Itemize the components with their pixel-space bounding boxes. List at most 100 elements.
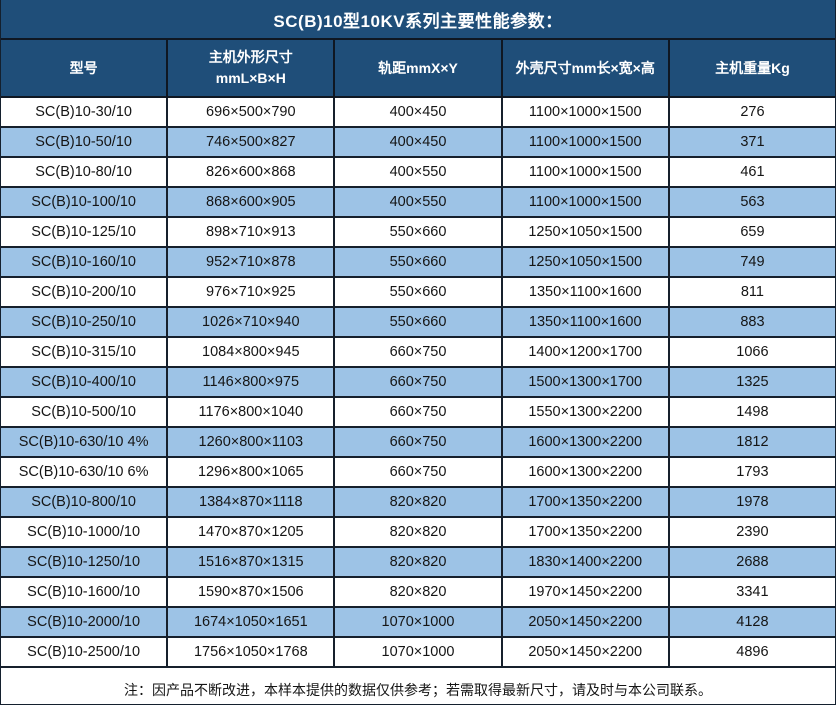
- cell-main-unit-dimensions: 746×500×827: [168, 128, 336, 156]
- cell-weight: 1498: [736, 404, 769, 420]
- cell-main-unit-dimensions: 1296×800×1065: [168, 458, 336, 486]
- cell-model: SC(B)10-1600/10: [1, 578, 169, 606]
- cell-rail-gauge: 400×550: [335, 158, 503, 186]
- table-row: SC(B)10-250/10 1026×710×940 550×660 1350×11…: [1, 308, 835, 338]
- cell-model: SC(B)10-160/10: [1, 248, 169, 276]
- cell-shell-dimensions: 1600×1300×2200: [503, 428, 670, 456]
- cell-rail-gauge: 550×660: [335, 248, 503, 276]
- cell-model: SC(B)10-1000/10: [1, 518, 169, 546]
- cell-main-unit-dimensions: 1756×1050×1768: [168, 638, 336, 666]
- cell-rail-gauge: 400×550: [335, 188, 503, 216]
- column-header-rail-gauge: 轨距mmX×Y: [335, 40, 503, 96]
- cell-model: SC(B)10-50/10: [1, 128, 169, 156]
- cell-shell-dimensions: 1400×1200×1700: [503, 338, 670, 366]
- cell-shell-dimensions: 1700×1350×2200: [503, 518, 670, 546]
- cell-weight: 883: [740, 314, 765, 330]
- cell-shell-dimensions: 1100×1000×1500: [503, 98, 670, 126]
- table-row: SC(B)10-500/10 1176×800×1040 660×750 1550×1…: [1, 398, 835, 428]
- cell-main-unit-dimensions: 1260×800×1103: [168, 428, 336, 456]
- cell-weight: 1812: [736, 434, 769, 450]
- table-row: SC(B)10-2500/10 1756×1050×1768 1070×1000 20…: [1, 638, 835, 668]
- cell-weight: 1978: [736, 494, 769, 510]
- cell-shell-dimensions: 1550×1300×2200: [503, 398, 670, 426]
- table-row: SC(B)10-200/10 976×710×925 550×660 1350×110…: [1, 278, 835, 308]
- cell-main-unit-dimensions: 976×710×925: [168, 278, 336, 306]
- column-header-shell-dimensions: 外壳尺寸mm长×宽×高: [503, 40, 670, 96]
- cell-shell-dimensions: 1100×1000×1500: [503, 188, 670, 216]
- column-header-model: 型号: [1, 40, 169, 96]
- cell-main-unit-dimensions: 898×710×913: [168, 218, 336, 246]
- cell-weight: 461: [740, 164, 765, 180]
- cell-shell-dimensions: 1500×1300×1700: [503, 368, 670, 396]
- cell-rail-gauge: 660×750: [335, 398, 503, 426]
- cell-main-unit-dimensions: 1176×800×1040: [168, 398, 336, 426]
- cell-main-unit-dimensions: 1590×870×1506: [168, 578, 336, 606]
- cell-model: SC(B)10-2000/10: [1, 608, 169, 636]
- cell-shell-dimensions: 1600×1300×2200: [503, 458, 670, 486]
- table-row: SC(B)10-1600/10 1590×870×1506 820×820 1970×…: [1, 578, 835, 608]
- cell-main-unit-dimensions: 868×600×905: [168, 188, 336, 216]
- cell-shell-dimensions: 1250×1050×1500: [503, 218, 670, 246]
- cell-rail-gauge: 550×660: [335, 278, 503, 306]
- cell-shell-dimensions: 1970×1450×2200: [503, 578, 670, 606]
- table-row: SC(B)10-2000/10 1674×1050×1651 1070×1000 20…: [1, 608, 835, 638]
- cell-shell-dimensions: 1700×1350×2200: [503, 488, 670, 516]
- cell-main-unit-dimensions: 1674×1050×1651: [168, 608, 336, 636]
- cell-shell-dimensions: 2050×1450×2200: [503, 608, 670, 636]
- cell-main-unit-dimensions: 1470×870×1205: [168, 518, 336, 546]
- cell-rail-gauge: 820×820: [335, 518, 503, 546]
- cell-weight: 563: [740, 194, 765, 210]
- cell-shell-dimensions: 1350×1100×1600: [503, 308, 670, 336]
- table-body: SC(B)10-30/10 696×500×790 400×450 1100×1000…: [1, 98, 835, 676]
- cell-model: SC(B)10-125/10: [1, 218, 169, 246]
- cell-weight: 749: [740, 254, 765, 270]
- footer-note: 注：因产品不断改进，本样本提供的数据仅供参考；若需取得最新尺寸，请及时与本公司联…: [1, 676, 835, 705]
- cell-weight: 1066: [736, 344, 769, 360]
- cell-rail-gauge: 820×820: [335, 488, 503, 516]
- cell-weight: 276: [740, 104, 765, 120]
- cell-model: SC(B)10-315/10: [1, 338, 169, 366]
- cell-shell-dimensions: 1250×1050×1500: [503, 248, 670, 276]
- table-row: SC(B)10-315/10 1084×800×945 660×750 1400×12…: [1, 338, 835, 368]
- cell-model: SC(B)10-630/10 4%: [1, 428, 169, 456]
- table-row: SC(B)10-80/10 826×600×868 400×550 1100×1000…: [1, 158, 835, 188]
- cell-shell-dimensions: 1830×1400×2200: [503, 548, 670, 576]
- column-header-weight: 主机重量Kg: [715, 59, 790, 76]
- cell-rail-gauge: 660×750: [335, 458, 503, 486]
- cell-rail-gauge: 660×750: [335, 428, 503, 456]
- cell-rail-gauge: 660×750: [335, 368, 503, 396]
- cell-weight: 2390: [736, 524, 769, 540]
- cell-model: SC(B)10-80/10: [1, 158, 169, 186]
- table-row: SC(B)10-400/10 1146×800×975 660×750 1500×13…: [1, 368, 835, 398]
- cell-shell-dimensions: 1100×1000×1500: [503, 158, 670, 186]
- table-row: SC(B)10-30/10 696×500×790 400×450 1100×1000…: [1, 98, 835, 128]
- cell-weight: 1793: [736, 464, 769, 480]
- cell-rail-gauge: 400×450: [335, 128, 503, 156]
- cell-rail-gauge: 820×820: [335, 578, 503, 606]
- cell-main-unit-dimensions: 1384×870×1118: [168, 488, 336, 516]
- cell-main-unit-dimensions: 696×500×790: [168, 98, 336, 126]
- cell-main-unit-dimensions: 1516×870×1315: [168, 548, 336, 576]
- table-row: SC(B)10-1000/10 1470×870×1205 820×820 1700×…: [1, 518, 835, 548]
- table-row: SC(B)10-800/10 1384×870×1118 820×820 1700×1…: [1, 488, 835, 518]
- cell-main-unit-dimensions: 952×710×878: [168, 248, 336, 276]
- cell-model: SC(B)10-1250/10: [1, 548, 169, 576]
- cell-model: SC(B)10-400/10: [1, 368, 169, 396]
- table-row: SC(B)10-630/10 4% 1260×800×1103 660×750 160…: [1, 428, 835, 458]
- table-row: SC(B)10-100/10 868×600×905 400×550 1100×100…: [1, 188, 835, 218]
- cell-weight: 3341: [736, 584, 769, 600]
- cell-model: SC(B)10-250/10: [1, 308, 169, 336]
- cell-model: SC(B)10-500/10: [1, 398, 169, 426]
- cell-weight: 4128: [736, 614, 769, 630]
- cell-weight: 2688: [736, 554, 769, 570]
- cell-model: SC(B)10-200/10: [1, 278, 169, 306]
- cell-model: SC(B)10-100/10: [1, 188, 169, 216]
- cell-model: SC(B)10-30/10: [1, 98, 169, 126]
- cell-main-unit-dimensions: 1146×800×975: [168, 368, 336, 396]
- table-header-row: 型号 主机外形尺寸 mmL×B×H 轨距mmX×Y 外壳尺寸mm长×宽×高 主机重量Kg: [1, 40, 835, 98]
- column-header-main-unit-dimensions: 主机外形尺寸 mmL×B×H: [168, 40, 336, 96]
- cell-main-unit-dimensions: 1026×710×940: [168, 308, 336, 336]
- cell-model: SC(B)10-2500/10: [1, 638, 169, 666]
- cell-weight: 659: [740, 224, 765, 240]
